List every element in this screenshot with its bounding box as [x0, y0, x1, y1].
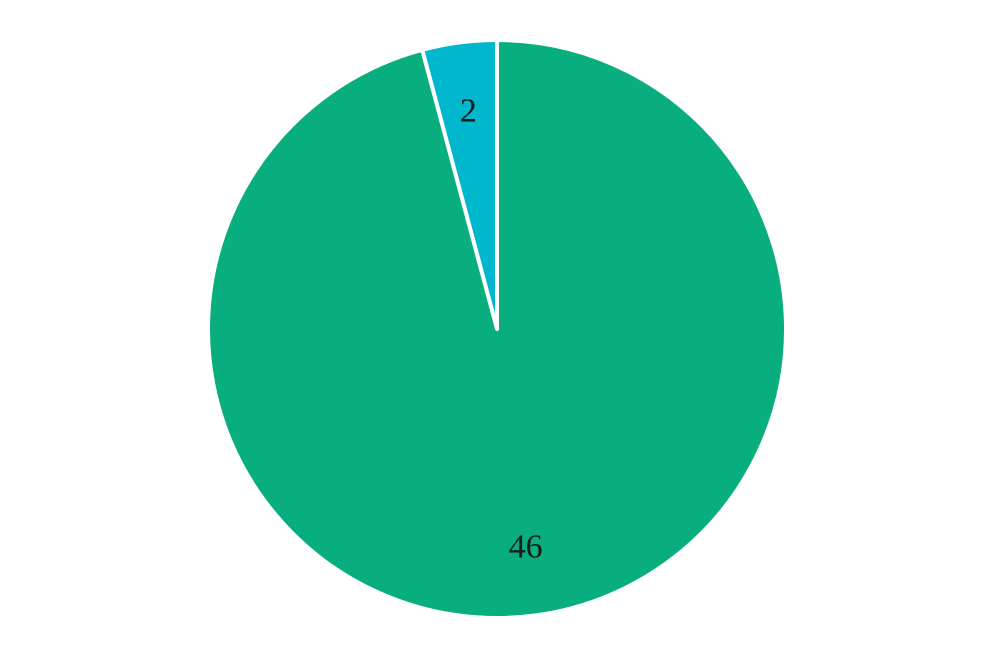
- slice-value-label: 46: [509, 528, 543, 565]
- pie-labels: 2 46: [460, 93, 543, 566]
- slice-value-label: 2: [460, 93, 477, 130]
- pie-slices: [206, 38, 788, 620]
- pie-slice-46: [206, 38, 788, 620]
